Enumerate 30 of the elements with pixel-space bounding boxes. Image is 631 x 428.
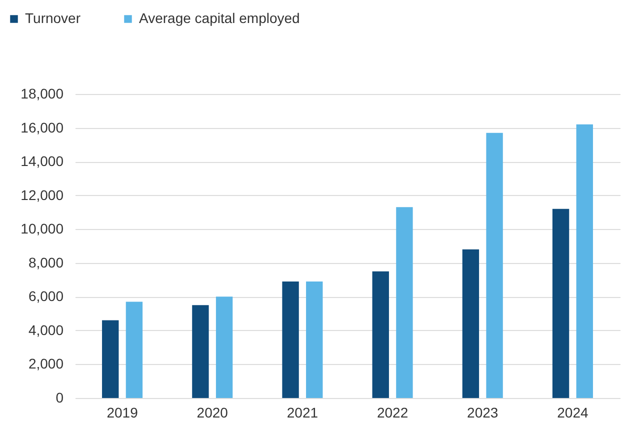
y-tick-label: 18,000 (20, 86, 64, 102)
bar (462, 249, 480, 398)
bar (282, 281, 299, 398)
bar (396, 207, 413, 398)
x-tick-label: 2023 (467, 404, 498, 420)
y-tick-label: 2,000 (28, 356, 64, 372)
legend-label: Turnover (25, 10, 81, 26)
bar (216, 296, 233, 398)
x-tick-label: 2021 (286, 404, 318, 420)
y-tick-label: 10,000 (20, 220, 64, 237)
y-tick-label: 0 (56, 390, 64, 406)
bar (306, 281, 323, 398)
bar (102, 320, 119, 398)
bar (192, 305, 209, 398)
x-tick-label: 2019 (106, 404, 138, 420)
bar (126, 302, 143, 398)
y-tick-label: 14,000 (20, 153, 64, 170)
x-tick-label: 2024 (557, 404, 588, 420)
bar (552, 208, 570, 398)
bar (486, 132, 503, 398)
y-tick-label: 12,000 (20, 186, 64, 203)
bar (372, 271, 389, 398)
y-tick-label: 16,000 (20, 119, 64, 136)
x-tick-label: 2020 (196, 404, 228, 420)
y-tick-label: 8,000 (28, 254, 64, 270)
y-tick-label: 6,000 (28, 288, 64, 304)
bar (576, 124, 593, 398)
legend-label: Average capital employed (139, 10, 300, 26)
x-tick-label: 2022 (376, 404, 408, 420)
y-tick-label: 4,000 (28, 322, 64, 338)
